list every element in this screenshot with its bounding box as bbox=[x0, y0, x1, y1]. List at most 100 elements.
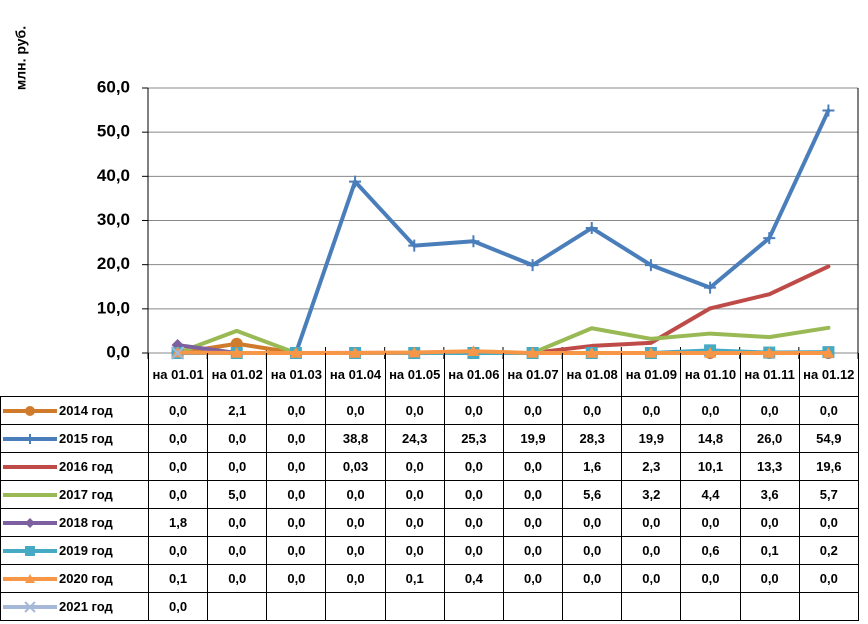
corner-cell bbox=[1, 353, 149, 397]
value-cell: 0,0 bbox=[147, 480, 209, 509]
marker bbox=[24, 601, 36, 613]
value-cell: 0,0 bbox=[325, 480, 386, 509]
value-cell: 0,1 bbox=[384, 564, 445, 593]
value-cell: 0,0 bbox=[798, 396, 859, 425]
value-cell: 2,3 bbox=[621, 452, 682, 481]
table-row: 2018 год 1,8 0,0 0,0 0,0 0,0 0,0 0,0 0,0 0,0 0,0 0,… bbox=[0, 508, 859, 537]
value-cell: 0,0 bbox=[266, 480, 327, 509]
table-row: 2014 год 0,0 2,1 0,0 0,0 0,0 0,0 0,0 0,0 0,0 0,0 0,… bbox=[0, 396, 859, 425]
table-row: 2020 год 0,1 0,0 0,0 0,0 0,1 0,4 0,0 0,0 0,0 0,0 0,… bbox=[0, 564, 859, 593]
category-label: на 01.09 bbox=[621, 353, 682, 397]
value-cell: 0,0 bbox=[680, 564, 741, 593]
marker bbox=[526, 259, 539, 272]
value-cell: 5,0 bbox=[207, 480, 268, 509]
value-cell bbox=[502, 592, 564, 621]
value-cell: 0,0 bbox=[502, 480, 564, 509]
value-cell: 19,9 bbox=[502, 424, 564, 453]
value-cell: 24,3 bbox=[384, 424, 445, 453]
value-cell: 0,0 bbox=[502, 452, 564, 481]
legend-label: 2021 год bbox=[59, 598, 113, 614]
value-cell bbox=[562, 592, 623, 621]
category-label: на 01.07 bbox=[502, 353, 564, 397]
legend-key bbox=[3, 574, 57, 584]
value-cell: 0,0 bbox=[207, 564, 268, 593]
category-label: на 01.08 bbox=[562, 353, 623, 397]
value-cell: 28,3 bbox=[562, 424, 623, 453]
value-cell bbox=[443, 592, 504, 621]
legend-label: 2015 год bbox=[59, 430, 113, 446]
value-cell: 0,0 bbox=[147, 452, 209, 481]
value-cell: 0,0 bbox=[443, 536, 504, 565]
legend-key bbox=[3, 601, 57, 613]
value-cell: 0,0 bbox=[562, 508, 623, 537]
data-table: на 01.01 на 01.02 на 01.03 на 01.04 на 01.05… bbox=[0, 353, 859, 621]
value-cell: 0,0 bbox=[266, 396, 327, 425]
category-label: на 01.10 bbox=[680, 353, 741, 397]
legend-key bbox=[3, 518, 57, 529]
value-cell: 19,9 bbox=[621, 424, 682, 453]
value-cell: 4,4 bbox=[680, 480, 741, 509]
legend-key bbox=[3, 546, 57, 557]
marker bbox=[25, 518, 35, 529]
value-cell: 0,0 bbox=[443, 508, 504, 537]
value-cell: 5,7 bbox=[798, 480, 859, 509]
legend-label: 2018 год bbox=[59, 514, 113, 530]
value-cell: 0,0 bbox=[207, 424, 268, 453]
table-row: 2016 год 0,0 0,0 0,0 0,03 0,0 0,0 0,0 1,6 2,3 10,1… bbox=[0, 452, 859, 481]
value-cell: 0,0 bbox=[502, 564, 564, 593]
table-row: 2021 год 0,0 bbox=[0, 592, 859, 621]
value-cell: 0,0 bbox=[384, 508, 445, 537]
category-label: на 01.01 bbox=[147, 353, 209, 397]
value-cell: 3,2 bbox=[621, 480, 682, 509]
y-axis-title: млн. руб. bbox=[13, 26, 29, 90]
value-cell bbox=[325, 592, 386, 621]
legend-key bbox=[3, 465, 57, 470]
value-cell: 0,0 bbox=[739, 508, 800, 537]
table-row: 2017 год 0,0 5,0 0,0 0,0 0,0 0,0 0,0 5,6 3,2 4,4 3,… bbox=[0, 480, 859, 509]
value-cell: 0,0 bbox=[147, 536, 209, 565]
value-cell: 26,0 bbox=[739, 424, 800, 453]
legend-label: 2016 год bbox=[59, 458, 113, 474]
marker bbox=[25, 546, 35, 557]
value-cell: 0,0 bbox=[147, 592, 209, 621]
value-cell bbox=[266, 592, 327, 621]
value-cell: 0,0 bbox=[266, 452, 327, 481]
value-cell bbox=[680, 592, 741, 621]
y-tick-label: 10,0 bbox=[97, 298, 130, 317]
value-cell: 2,1 bbox=[207, 396, 268, 425]
legend-cell: 2018 год bbox=[0, 508, 149, 537]
value-cell: 0,0 bbox=[207, 508, 268, 537]
value-cell: 0,0 bbox=[562, 396, 623, 425]
table-row: 2015 год 0,0 0,0 0,0 38,8 24,3 25,3 19,9 28,3 19,… bbox=[0, 424, 859, 453]
value-cell: 0,0 bbox=[562, 564, 623, 593]
legend-key bbox=[3, 434, 57, 445]
marker bbox=[704, 281, 717, 294]
value-cell: 0,0 bbox=[443, 480, 504, 509]
value-cell: 19,6 bbox=[798, 452, 859, 481]
value-cell: 3,6 bbox=[739, 480, 800, 509]
value-cell: 0,0 bbox=[384, 480, 445, 509]
value-cell: 0,0 bbox=[325, 564, 386, 593]
marker bbox=[408, 239, 421, 252]
value-cell: 25,3 bbox=[443, 424, 504, 453]
legend-cell: 2020 год bbox=[0, 564, 149, 593]
value-cell: 0,1 bbox=[147, 564, 209, 593]
value-cell: 0,6 bbox=[680, 536, 741, 565]
value-cell: 0,0 bbox=[621, 396, 682, 425]
value-cell: 0,0 bbox=[680, 508, 741, 537]
value-cell: 0,0 bbox=[266, 424, 327, 453]
legend-key bbox=[3, 406, 57, 417]
value-cell: 1,6 bbox=[562, 452, 623, 481]
value-cell: 0,0 bbox=[739, 396, 800, 425]
value-cell: 0,0 bbox=[207, 536, 268, 565]
value-cell: 0,0 bbox=[384, 396, 445, 425]
value-cell: 0,0 bbox=[147, 424, 209, 453]
y-tick-label: 20,0 bbox=[97, 254, 130, 273]
marker bbox=[349, 175, 362, 188]
legend-cell: 2016 год bbox=[0, 452, 149, 481]
marker bbox=[763, 232, 776, 245]
marker bbox=[467, 235, 480, 248]
value-cell: 0,0 bbox=[266, 536, 327, 565]
table-row: 2019 год 0,0 0,0 0,0 0,0 0,0 0,0 0,0 0,0 0,0 0,6 0,… bbox=[0, 536, 859, 565]
marker bbox=[25, 434, 35, 445]
